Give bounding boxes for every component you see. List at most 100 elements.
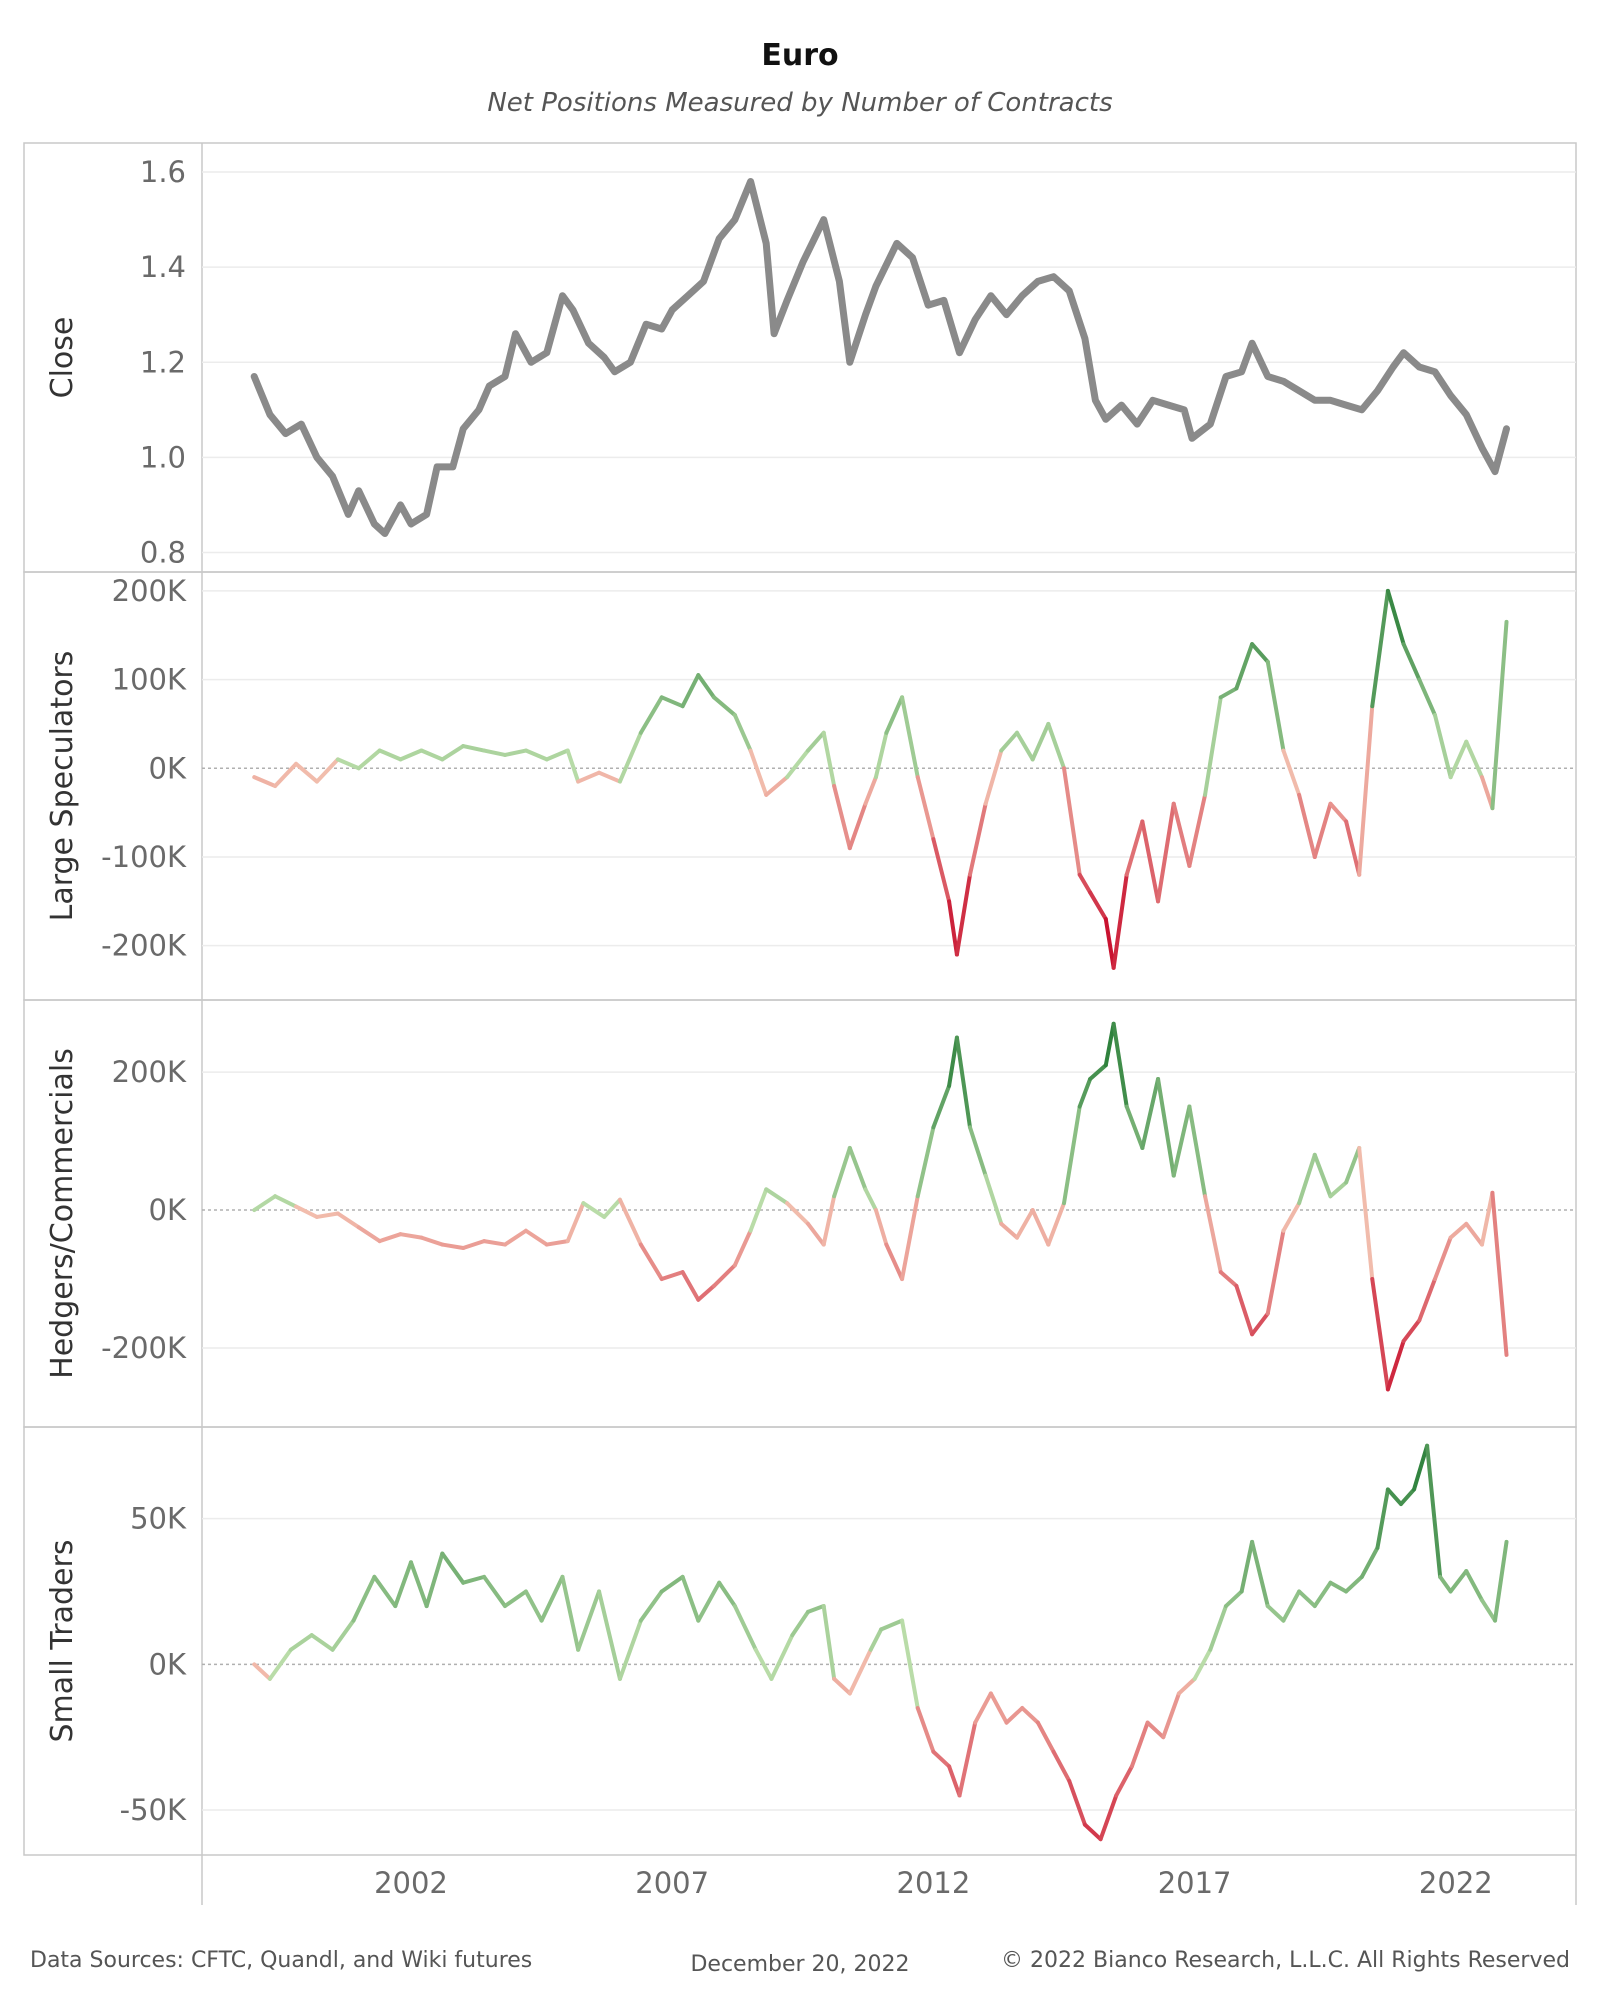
series-segment bbox=[1479, 1598, 1498, 1623]
series-segment bbox=[863, 1187, 878, 1213]
series-segment bbox=[1385, 1339, 1406, 1392]
series-segment bbox=[1328, 801, 1349, 824]
series-segment bbox=[461, 744, 487, 753]
series-segment bbox=[617, 730, 643, 784]
series-segment bbox=[1208, 1604, 1228, 1652]
series-segment bbox=[294, 1204, 319, 1219]
series-segment bbox=[847, 801, 868, 851]
series-segment bbox=[999, 1221, 1019, 1240]
series-segment bbox=[408, 1560, 429, 1609]
series-segment bbox=[1375, 1487, 1390, 1550]
series-segment bbox=[1140, 1076, 1161, 1150]
series-segment bbox=[335, 757, 361, 771]
series-segment bbox=[711, 1263, 737, 1288]
series-segment bbox=[1328, 1580, 1349, 1594]
series-segment bbox=[764, 1187, 790, 1206]
y-axis-title: Large Speculators bbox=[45, 651, 80, 922]
series-segment bbox=[638, 1242, 664, 1282]
series-segment bbox=[356, 748, 382, 771]
panel-frame bbox=[23, 142, 1577, 573]
series-segment bbox=[696, 673, 716, 700]
series-segment bbox=[806, 1604, 826, 1614]
series-segment bbox=[931, 1749, 952, 1769]
series-segment bbox=[503, 1589, 528, 1609]
series-segment bbox=[915, 775, 936, 842]
series-segment bbox=[1297, 1589, 1317, 1609]
series-segment bbox=[1385, 588, 1406, 647]
series-segment bbox=[696, 1580, 722, 1623]
series-segment bbox=[1297, 1152, 1317, 1206]
series-segment bbox=[544, 1239, 570, 1247]
series-segment bbox=[1265, 1228, 1286, 1316]
series-segment bbox=[753, 1647, 774, 1681]
series-segment bbox=[680, 673, 701, 709]
series-segment bbox=[947, 899, 959, 957]
series-segment bbox=[1077, 1076, 1093, 1109]
series-segment bbox=[973, 1691, 993, 1725]
series-segment bbox=[1385, 1487, 1403, 1507]
series-segment bbox=[915, 1125, 936, 1199]
series-segment bbox=[1098, 1793, 1119, 1842]
series-segment bbox=[1493, 1539, 1509, 1623]
y-tick-label: 200K bbox=[112, 1055, 187, 1089]
series-segment bbox=[1401, 642, 1422, 682]
series-segment bbox=[1030, 1208, 1051, 1247]
series-segment bbox=[393, 1560, 413, 1609]
y-tick-label: -50K bbox=[120, 1793, 187, 1827]
copyright-note: © 2022 Bianco Research, L.L.C. All Right… bbox=[1001, 1948, 1570, 1973]
series-segment bbox=[1479, 1190, 1495, 1247]
series-segment bbox=[1448, 739, 1469, 780]
series-segment bbox=[424, 1551, 445, 1609]
series-segment bbox=[1203, 1194, 1223, 1275]
y-tick-label: -100K bbox=[101, 840, 187, 874]
series-segment bbox=[873, 1208, 889, 1247]
series-segment bbox=[602, 1197, 622, 1219]
series-segment bbox=[785, 748, 811, 780]
series-segment bbox=[821, 1604, 837, 1681]
series-segment bbox=[1124, 819, 1145, 877]
series-segment bbox=[1401, 1318, 1422, 1344]
series-segment bbox=[372, 1574, 398, 1609]
y-tick-label: 1.2 bbox=[140, 345, 186, 379]
series-segment bbox=[863, 775, 878, 806]
series-segment bbox=[1234, 1283, 1255, 1337]
series-segment bbox=[523, 748, 549, 762]
series-segment bbox=[1448, 1221, 1469, 1240]
series-segment bbox=[523, 1228, 549, 1247]
series-segment bbox=[461, 1239, 487, 1250]
series-segment bbox=[1129, 1720, 1150, 1769]
y-tick-label: 100K bbox=[112, 663, 187, 697]
series-segment bbox=[1344, 1145, 1362, 1185]
series-segment bbox=[790, 1609, 811, 1638]
series-segment bbox=[1035, 1720, 1056, 1754]
series-segment bbox=[482, 1574, 508, 1609]
series-segment bbox=[330, 1618, 356, 1652]
series-segment bbox=[832, 1676, 852, 1696]
series-segment bbox=[482, 748, 508, 757]
series-segment bbox=[967, 801, 988, 877]
series-segment bbox=[314, 757, 340, 784]
series-segment bbox=[294, 761, 319, 784]
series-segment bbox=[1192, 1647, 1213, 1681]
series-segment bbox=[1187, 1104, 1208, 1199]
x-tick-label: 2007 bbox=[635, 1866, 709, 1900]
series-segment bbox=[711, 695, 737, 718]
series-segment bbox=[1250, 1311, 1270, 1337]
y-tick-label: 0K bbox=[149, 1193, 187, 1227]
series-segment bbox=[1312, 1152, 1333, 1199]
series-segment bbox=[1046, 721, 1067, 771]
series-segment bbox=[1234, 642, 1255, 691]
series-segment bbox=[565, 748, 581, 784]
series-segment bbox=[1145, 1720, 1166, 1740]
series-segment bbox=[988, 1691, 1009, 1725]
series-segment bbox=[717, 1580, 737, 1609]
series-segment bbox=[1250, 642, 1270, 664]
series-segment bbox=[617, 1197, 643, 1247]
series-segment bbox=[1067, 1778, 1087, 1827]
series-segment bbox=[503, 1228, 528, 1247]
series-segment bbox=[597, 770, 622, 784]
series-segment bbox=[884, 695, 905, 735]
series-segment bbox=[696, 1283, 716, 1302]
series-segment bbox=[1312, 801, 1333, 859]
y-tick-label: 1.4 bbox=[140, 250, 186, 284]
